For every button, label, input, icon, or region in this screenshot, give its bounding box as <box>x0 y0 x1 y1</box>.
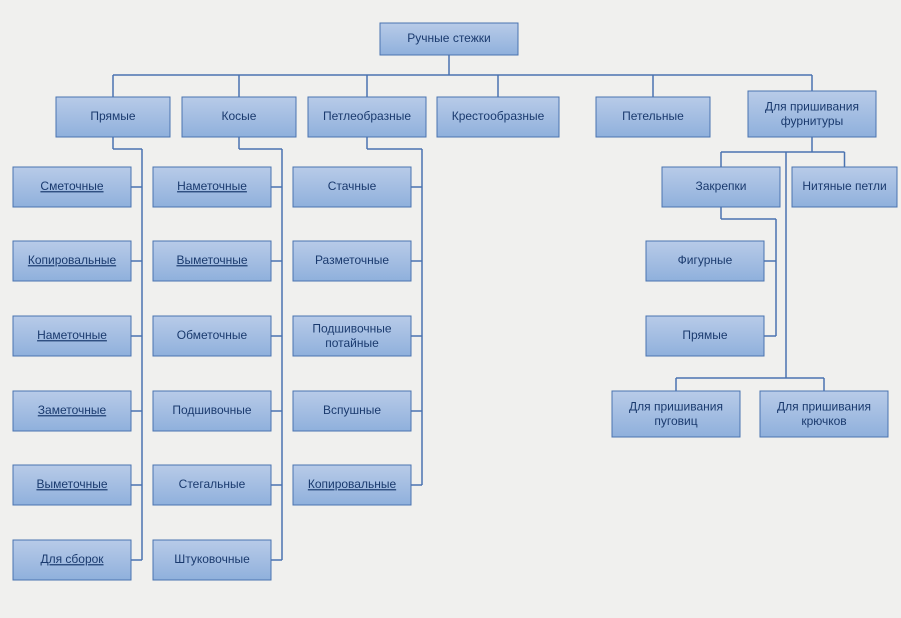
node-furnitura: Для пришиванияфурнитуры <box>748 91 876 137</box>
node-krestoobr: Крестообразные <box>437 97 559 137</box>
node-label: Прямые <box>682 328 728 342</box>
node-label: Копировальные <box>308 477 397 491</box>
node-label: Нитяные петли <box>802 179 886 193</box>
node-petelnye: Петельные <box>596 97 710 137</box>
node-label: Косые <box>222 109 257 123</box>
node-petleobr: Петлеобразные <box>308 97 426 137</box>
node-label: Фигурные <box>678 253 733 267</box>
node-p5: Выметочные <box>13 465 131 505</box>
node-root: Ручные стежки <box>380 23 518 55</box>
node-label: Сметочные <box>40 179 103 193</box>
node-pugovits: Для пришиванияпуговиц <box>612 391 740 437</box>
node-kryuchkov: Для пришиваниякрючков <box>760 391 888 437</box>
node-label: Ручные стежки <box>407 31 490 45</box>
node-k6: Штуковочные <box>153 540 271 580</box>
node-label: Выметочные <box>176 253 247 267</box>
node-label: Подшивочные <box>172 403 252 417</box>
node-label: Закрепки <box>696 179 747 193</box>
node-k5: Стегальные <box>153 465 271 505</box>
node-label: Разметочные <box>315 253 389 267</box>
node-pe5: Копировальные <box>293 465 411 505</box>
node-pe3: Подшивочныепотайные <box>293 316 411 356</box>
node-label: Петельные <box>622 109 684 123</box>
node-p3: Наметочные <box>13 316 131 356</box>
org-chart-canvas: Ручные стежки Прямые Косые Петлеобразные Кре… <box>0 0 901 618</box>
node-p1: Сметочные <box>13 167 131 207</box>
node-label: Стачные <box>328 179 377 193</box>
node-kosye: Косые <box>182 97 296 137</box>
node-pryamye2: Прямые <box>646 316 764 356</box>
node-label: Наметочные <box>37 328 107 342</box>
node-k1: Наметочные <box>153 167 271 207</box>
node-k2: Выметочные <box>153 241 271 281</box>
node-label: Копировальные <box>28 253 117 267</box>
node-label: Прямые <box>90 109 136 123</box>
node-zakrepki: Закрепки <box>662 167 780 207</box>
node-pe2: Разметочные <box>293 241 411 281</box>
node-label: Обметочные <box>177 328 248 342</box>
node-label: Крестообразные <box>452 109 545 123</box>
node-p4: Заметочные <box>13 391 131 431</box>
node-label: Вспушные <box>323 403 381 417</box>
node-label: Для сборок <box>40 552 104 566</box>
node-p2: Копировальные <box>13 241 131 281</box>
node-k3: Обметочные <box>153 316 271 356</box>
node-label: Штуковочные <box>174 552 250 566</box>
node-label: Стегальные <box>179 477 246 491</box>
node-label: Выметочные <box>36 477 107 491</box>
node-label: Заметочные <box>38 403 107 417</box>
node-pe1: Стачные <box>293 167 411 207</box>
node-label: Наметочные <box>177 179 247 193</box>
node-pryamye: Прямые <box>56 97 170 137</box>
node-nitpetli: Нитяные петли <box>792 167 897 207</box>
node-pe4: Вспушные <box>293 391 411 431</box>
node-p6: Для сборок <box>13 540 131 580</box>
node-label: Петлеобразные <box>323 109 411 123</box>
node-figurnye: Фигурные <box>646 241 764 281</box>
node-k4: Подшивочные <box>153 391 271 431</box>
